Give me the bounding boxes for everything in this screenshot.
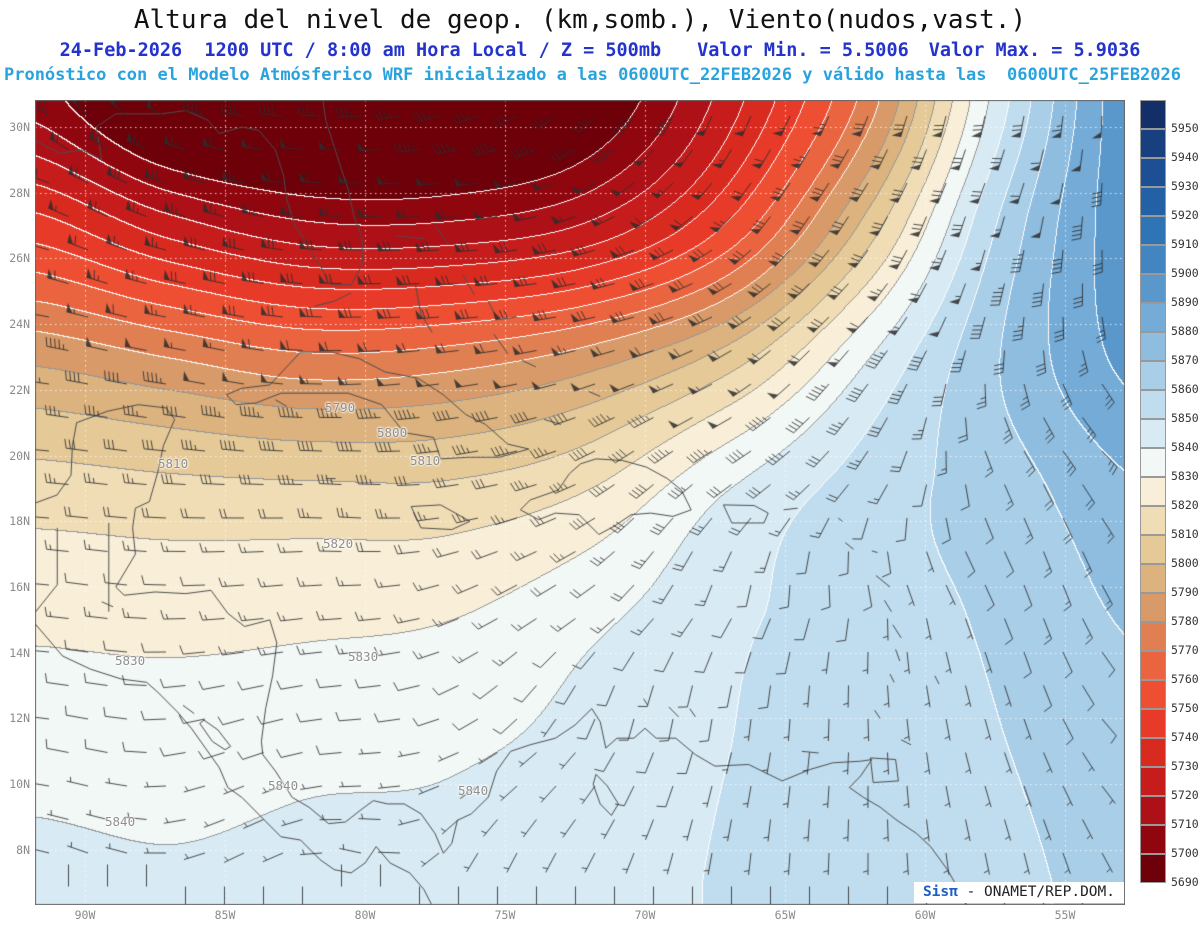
colorbar-value-label: 5890 [1171,295,1199,309]
colorbar-swatch [1140,506,1166,535]
colorbar-swatch [1140,129,1166,158]
colorbar-swatch [1140,796,1166,825]
colorbar-swatch [1140,622,1166,651]
lat-tick-label: 8N [16,842,30,857]
lon-tick-label: 60W [914,908,936,922]
colorbar-value-label: 5730 [1171,759,1199,773]
colorbar-swatch [1140,651,1166,680]
contour-label: 5840 [105,814,136,829]
colorbar-swatch [1140,854,1166,883]
colorbar: 5950 5940 5930 5920 5910 5900 5890 5880 5870 5860… [1140,0,1200,927]
model-info-line: Pronóstico con el Modelo Atmósferico WRF… [3,65,1181,85]
colorbar-value-label: 5950 [1171,121,1199,135]
colorbar-value-label: 5830 [1171,469,1199,483]
lat-tick-label: 14N [9,645,30,660]
lat-tick-label: 30N [9,120,30,134]
colorbar-value-label: 5940 [1171,150,1199,164]
colorbar-swatch [1140,709,1166,738]
colorbar-swatch [1140,187,1166,216]
colorbar-value-label: 5750 [1171,701,1199,715]
sispi-logo: Sisπ [922,884,958,900]
contour-label: 5790 [325,400,356,415]
colorbar-value-label: 5900 [1171,266,1199,280]
colorbar-value-label: 5810 [1171,527,1199,541]
colorbar-value-label: 5840 [1171,440,1199,454]
watermark-text: - ONAMET/REP.DOM. [957,884,1115,900]
colorbar-value-label: 5740 [1171,730,1199,744]
colorbar-swatch [1140,825,1166,854]
colorbar-swatch [1140,303,1166,332]
lat-tick-label: 20N [9,448,30,463]
colorbar-value-label: 5850 [1171,411,1199,425]
contour-label: 5840 [458,783,489,798]
lat-tick-label: 24N [9,317,30,332]
colorbar-value-label: 5880 [1171,324,1199,338]
colorbar-swatch [1140,361,1166,390]
lat-tick-label: 26N [9,251,30,266]
colorbar-swatch [1140,448,1166,477]
colorbar-value-label: 5770 [1171,643,1199,657]
colorbar-value-label: 5780 [1171,614,1199,628]
colorbar-swatch [1140,477,1166,506]
lat-tick-label: 16N [9,580,30,595]
contour-label: 5830 [115,653,146,668]
lon-tick-label: 85W [214,908,236,922]
contour-label: 5820 [323,536,354,551]
colorbar-swatch [1140,216,1166,245]
colorbar-value-label: 5870 [1171,353,1199,367]
colorbar-value-label: 5820 [1171,498,1199,512]
colorbar-value-label: 5860 [1171,382,1199,396]
colorbar-value-label: 5710 [1171,817,1199,831]
lon-tick-label: 55W [1054,908,1076,922]
lat-tick-label: 10N [9,777,30,792]
lat-tick-label: 12N [9,711,30,726]
map-area: 5790 5800 5810 5810 5820 5830 5830 5840 5840 5840… [35,100,1125,905]
lat-tick-label: 28N [9,185,30,200]
colorbar-swatch [1140,274,1166,303]
contour-label: 5840 [268,778,299,793]
lon-tick-label: 90W [74,908,96,922]
colorbar-swatch [1140,245,1166,274]
colorbar-value-label: 5930 [1171,179,1199,193]
colorbar-swatch [1140,680,1166,709]
contour-label: 5830 [348,649,379,664]
colorbar-swatch [1140,158,1166,187]
page-title: Altura del nivel de geop. (km,somb.), Vi… [133,5,1027,35]
colorbar-swatch [1140,564,1166,593]
lon-tick-label: 70W [634,908,656,922]
min-value-label: Valor Min. = 5.5006 [697,40,909,61]
lon-tick-label: 80W [354,908,376,922]
lat-tick-label: 18N [9,514,30,529]
contour-label: 5810 [158,456,189,471]
colorbar-swatch [1140,738,1166,767]
lon-tick-label: 65W [774,908,796,922]
colorbar-swatch [1140,535,1166,564]
colorbar-value-label: 5690 [1171,875,1199,889]
colorbar-value-label: 5790 [1171,585,1199,599]
max-value-label: Valor Max. = 5.9036 [928,40,1141,61]
colorbar-value-label: 5760 [1171,672,1199,686]
colorbar-value-label: 5920 [1171,208,1199,222]
contour-label: 5810 [410,453,441,468]
valid-datetime-label: 24-Feb-2026 1200 UTC / 8:00 am Hora Loca… [59,40,662,61]
colorbar-value-label: 5800 [1171,556,1199,570]
colorbar-value-label: 5700 [1171,846,1199,860]
header-validity-line: 24-Feb-2026 1200 UTC / 8:00 am Hora Loca… [0,40,1200,61]
contour-label: 5800 [377,425,408,440]
lat-tick-label: 22N [9,382,30,397]
colorbar-swatch [1140,593,1166,622]
colorbar-swatch [1140,767,1166,796]
geopotential-wind-map-canvas [35,100,1125,905]
colorbar-swatch [1140,100,1166,129]
colorbar-swatch [1140,390,1166,419]
lon-tick-label: 75W [494,908,516,922]
watermark: Sisπ - ONAMET/REP.DOM. [913,882,1124,903]
colorbar-swatch [1140,332,1166,361]
colorbar-swatch [1140,419,1166,448]
colorbar-value-label: 5910 [1171,237,1199,251]
colorbar-value-label: 5720 [1171,788,1199,802]
